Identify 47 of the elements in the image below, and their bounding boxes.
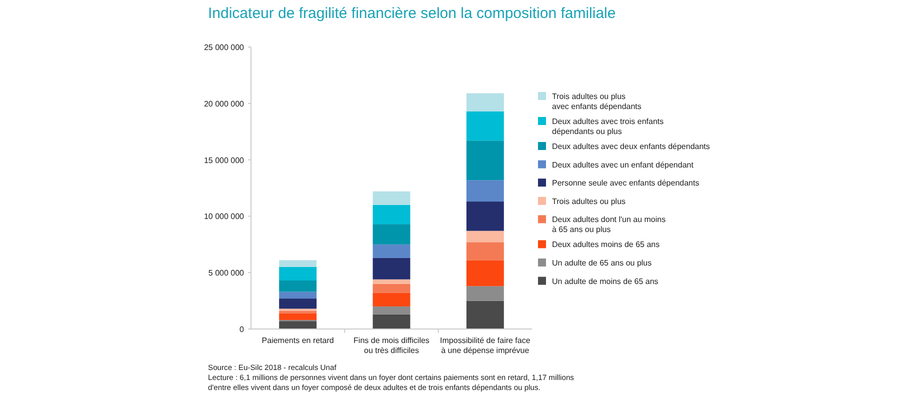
y-tick-label: 15 000 000 xyxy=(204,156,245,165)
bar xyxy=(372,292,410,306)
bar xyxy=(372,224,410,244)
bar xyxy=(279,280,317,292)
bar xyxy=(466,300,504,329)
y-tick-label: 20 000 000 xyxy=(204,99,245,108)
bar xyxy=(372,314,410,329)
bar xyxy=(466,242,504,260)
bar xyxy=(279,292,317,299)
legend-label: Trois adultes ou plus avec enfants dépendants xyxy=(552,92,642,111)
bar xyxy=(466,230,504,242)
legend-label: Trois adultes ou plus xyxy=(552,196,626,206)
chart-title: Indicateur de fragilité financière selon la composition familiale xyxy=(208,5,616,22)
bar xyxy=(372,258,410,280)
bar xyxy=(466,93,504,112)
bar xyxy=(279,266,317,280)
bar xyxy=(279,260,317,267)
bar xyxy=(466,286,504,301)
x-tick-label: Paiements en retard xyxy=(262,336,334,345)
bar xyxy=(372,204,410,224)
y-tick-label: 10 000 000 xyxy=(204,212,245,222)
bar xyxy=(466,202,504,231)
bar xyxy=(279,313,317,320)
bar xyxy=(372,306,410,314)
legend-label: Deux adultes dont l'un au moins à 65 ans ou plus xyxy=(552,215,666,234)
legend-label: Deux adultes avec un enfant dépendant xyxy=(552,160,694,170)
legend-label: Deux adultes moins de 65 ans xyxy=(552,240,660,250)
x-tick-label: Fins de mois difficiles ou très difficiles xyxy=(354,336,430,355)
bar xyxy=(279,298,317,309)
bar xyxy=(466,140,504,180)
legend-label: Deux adultes avec deux enfants dépendants xyxy=(552,142,710,151)
x-tick-label: Impossibilité de faire face à une dépense imprévue xyxy=(440,336,531,355)
bar xyxy=(466,111,504,141)
legend-label: Un adulte de moins de 65 ans xyxy=(552,276,658,286)
bar xyxy=(372,284,410,293)
bar xyxy=(372,279,410,284)
bar xyxy=(372,244,410,258)
bar xyxy=(466,180,504,202)
y-tick-label: 25 000 000 xyxy=(204,43,245,52)
legend-label: Personne seule avec enfants dépendants xyxy=(552,178,700,188)
y-tick-label: 0 xyxy=(240,325,245,334)
legend-label: Un adulte de 65 ans ou plus xyxy=(552,258,652,268)
bar xyxy=(372,191,410,205)
y-tick-label: 5 000 000 xyxy=(208,268,245,278)
legend-label: Deux adultes avec trois enfants dépendants ou plus xyxy=(552,117,664,136)
bar xyxy=(279,321,317,329)
bar xyxy=(466,260,504,286)
